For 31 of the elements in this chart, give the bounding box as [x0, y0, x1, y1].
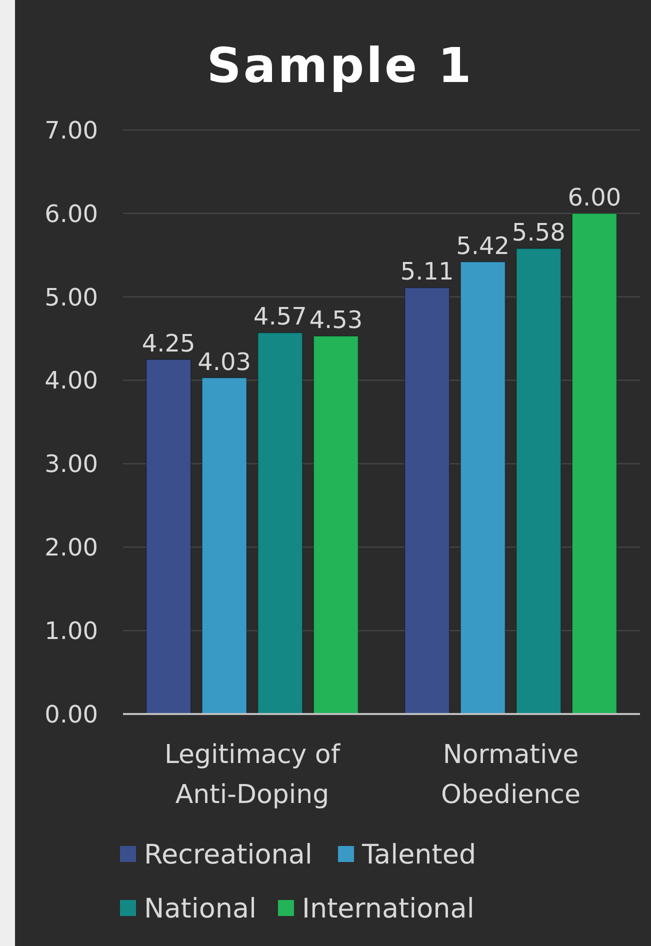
text: 4.53 — [309, 306, 363, 334]
bar — [257, 332, 303, 714]
y-tick-label: 6.00 — [44, 200, 98, 228]
y-tick-label: 7.00 — [44, 116, 98, 144]
chart-title: Sample 1 — [206, 38, 474, 94]
legend-label: Recreational — [144, 839, 312, 870]
y-tick-label: 0.00 — [44, 700, 98, 728]
text: 4.03 — [198, 348, 252, 376]
x-tick-label: Normative Obedience — [441, 740, 580, 810]
y-tick-label: 5.00 — [44, 283, 98, 312]
bar — [202, 377, 248, 714]
bar — [146, 358, 192, 714]
y-tick-label: 3.00 — [44, 450, 98, 478]
legend-label: Talented — [361, 839, 476, 870]
y-tick-label: 2.00 — [44, 534, 98, 562]
bar — [313, 336, 359, 714]
bar — [404, 287, 450, 714]
text: 5.58 — [512, 218, 566, 246]
text: 5.11 — [400, 258, 454, 286]
x-tick-label: Legitimacy of Anti-Doping — [164, 740, 341, 810]
text: 4.57 — [253, 302, 307, 331]
text: 4.25 — [142, 329, 196, 358]
legend-label: International — [302, 893, 474, 924]
y-tick-label: 4.00 — [44, 366, 98, 395]
text: 6.00 — [568, 183, 622, 212]
bar — [572, 212, 618, 714]
y-tick-label: 1.00 — [44, 616, 98, 645]
bar — [460, 261, 506, 714]
legend-label: National — [144, 893, 257, 924]
bar — [516, 248, 562, 714]
text: 5.42 — [456, 232, 510, 260]
